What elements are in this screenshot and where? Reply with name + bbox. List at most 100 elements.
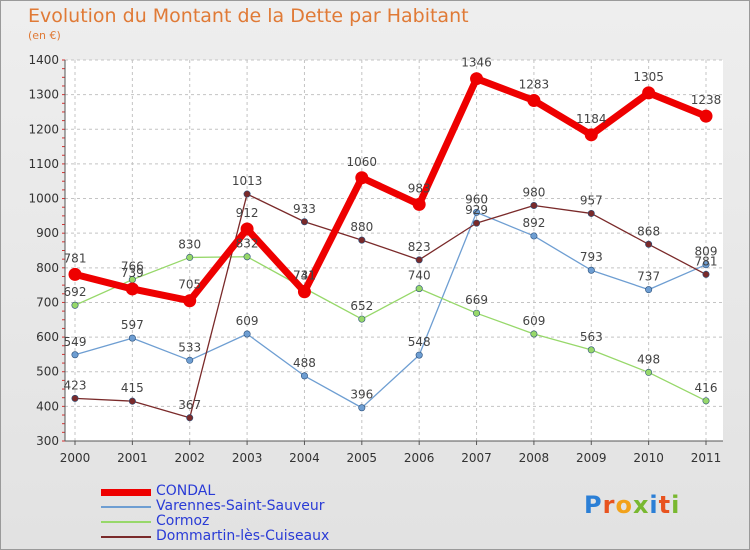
legend-swatch-varennes [101,506,151,508]
data-label: 669 [465,293,488,307]
data-label: 868 [637,224,660,238]
chart-subtitle: (en €) [28,29,61,42]
series-point [240,222,254,236]
series-point [358,236,366,244]
y-tick-label: 900 [36,226,59,240]
series-line-2 [74,256,707,402]
series-point [530,330,538,338]
series-point [358,404,366,412]
x-tick-label: 2007 [461,451,492,465]
data-label: 793 [580,250,603,264]
data-label: 533 [178,340,201,354]
y-tick-label: 600 [36,330,59,344]
data-label: 957 [580,193,603,207]
x-tick-label: 2011 [691,451,722,465]
data-label: 983 [408,181,431,195]
data-label: 832 [236,237,259,251]
logo-letter: o [615,491,633,519]
series-point [702,270,710,278]
data-label: 1305 [633,70,664,84]
logo-letter: x [632,491,650,519]
series-point [186,356,194,364]
series-point [473,309,481,317]
series-point [702,261,710,269]
legend-label-condal: CONDAL [156,483,216,499]
logo-letter: r [602,491,616,519]
data-label: 960 [465,192,488,206]
x-tick-label: 2005 [347,451,378,465]
series-point [68,267,82,281]
x-tick-label: 2000 [60,451,91,465]
legend-swatch-condal [101,489,151,496]
series-point [243,253,251,261]
series-point [412,197,426,211]
data-label: 929 [465,203,488,217]
legend-swatch-dommartin [101,536,151,538]
y-tick-label: 1200 [28,122,59,136]
data-label: 416 [695,381,718,395]
data-label: 1013 [232,174,263,188]
data-label: 830 [178,237,201,251]
data-label: 892 [522,216,545,230]
y-tick-label: 800 [36,261,59,275]
series-point [645,286,653,294]
x-tick-label: 2001 [117,451,148,465]
series-point [645,240,653,248]
series-point [186,414,194,422]
series-point [587,209,595,217]
legend-label-cormoz: Cormoz [156,513,210,529]
y-tick-label: 700 [36,295,59,309]
series-point [128,397,136,405]
series-point [125,282,139,296]
data-label: 548 [408,335,431,349]
series-point [297,285,311,299]
data-label: 609 [522,314,545,328]
data-label: 1184 [576,112,607,126]
series-line-0 [74,75,708,305]
data-label: 498 [637,352,660,366]
data-label: 809 [695,245,718,259]
series-line-1 [74,211,707,409]
x-tick-label: 2008 [519,451,550,465]
series-point [355,171,369,185]
series-point [243,330,251,338]
y-tick-label: 1300 [28,88,59,102]
data-label: 415 [121,381,144,395]
series-point [527,94,541,108]
series-point [128,334,136,342]
y-tick-label: 1400 [28,53,59,67]
y-tick-label: 400 [36,399,59,413]
data-label: 549 [64,335,87,349]
series-point [71,301,79,309]
y-tick-label: 500 [36,365,59,379]
data-label: 692 [64,285,87,299]
data-label: 1238 [691,93,722,107]
data-label: 1283 [519,78,550,92]
series-point [71,351,79,359]
series-point [358,315,366,323]
data-label: 1060 [347,155,378,169]
x-tick-label: 2002 [174,451,205,465]
series-point [530,232,538,240]
series-point [642,86,656,100]
data-label: 739 [121,266,144,280]
series-point [470,72,484,86]
data-label: 781 [64,251,87,265]
x-tick-label: 2003 [232,451,263,465]
series-point [473,219,481,227]
legend-label-dommartin: Dommartin-lès-Cuiseaux [156,528,330,544]
data-label: 912 [236,206,259,220]
x-tick-label: 2004 [289,451,320,465]
series-point [645,368,653,376]
series-point [473,208,481,216]
legend-label-varennes: Varennes-Saint-Sauveur [156,498,325,514]
data-label: 741 [293,268,316,282]
series-point [587,266,595,274]
data-label: 766 [121,260,144,274]
data-label: 396 [350,388,373,402]
y-tick-label: 300 [36,434,59,448]
data-label: 705 [178,278,201,292]
series-point [587,346,595,354]
